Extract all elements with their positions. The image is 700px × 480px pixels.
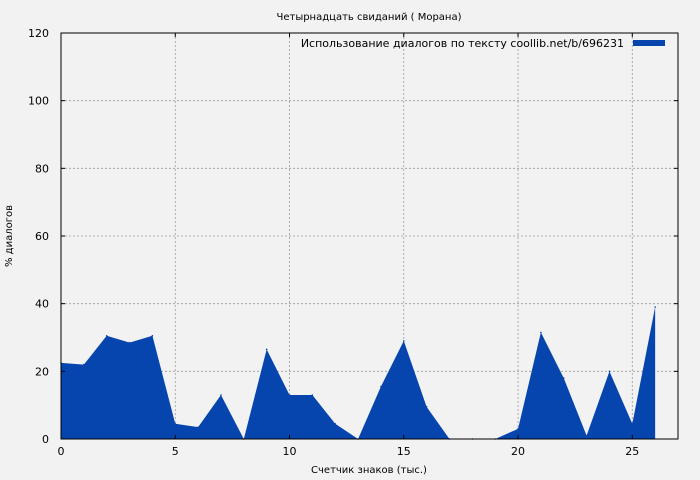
y-tick-label: 20 (35, 365, 49, 378)
data-point (151, 335, 154, 337)
data-point (288, 394, 291, 396)
x-axis-title: Счетчик знаков (тыс.) (311, 465, 427, 476)
area-series (61, 307, 656, 439)
data-point (197, 426, 199, 428)
data-point (425, 406, 428, 408)
x-tick-label: 10 (283, 445, 297, 458)
y-tick-label: 0 (42, 433, 49, 446)
data-point (608, 370, 611, 373)
x-ticks: 0 5 10 15 20 25 (58, 33, 639, 458)
data-point (402, 340, 405, 342)
x-tick-label: 25 (625, 445, 639, 458)
x-tick-label: 5 (172, 445, 179, 458)
y-tick-label: 80 (35, 162, 49, 175)
legend-swatch (633, 40, 665, 46)
y-tick-label: 40 (35, 298, 49, 311)
y-tick-label: 100 (28, 95, 49, 108)
data-point (83, 363, 85, 366)
data-point (265, 348, 268, 351)
data-point (311, 394, 314, 396)
y-tick-label: 60 (35, 230, 49, 243)
x-tick-label: 0 (58, 445, 65, 458)
data-point (517, 428, 519, 430)
data-point (128, 341, 131, 344)
data-point (334, 422, 337, 425)
y-ticks: 0 20 40 60 80 100 120 (28, 27, 678, 446)
x-tick-label: 15 (397, 445, 411, 458)
legend-label: Использование диалогов по тексту coollib… (301, 37, 624, 50)
data-point (585, 434, 588, 437)
data-point (380, 385, 382, 388)
data-point (220, 394, 222, 396)
x-tick-label: 20 (511, 445, 525, 458)
y-tick-label: 120 (28, 27, 49, 40)
data-point (174, 422, 177, 425)
data-point (540, 331, 542, 334)
data-point (105, 335, 108, 337)
y-axis-title: % диалогов (4, 205, 15, 267)
data-point (631, 422, 634, 425)
data-point (562, 377, 565, 379)
chart-title: Четырнадцать свиданий ( Морана) (276, 12, 461, 23)
legend: Использование диалогов по тексту coollib… (301, 37, 665, 50)
data-point (654, 306, 656, 308)
